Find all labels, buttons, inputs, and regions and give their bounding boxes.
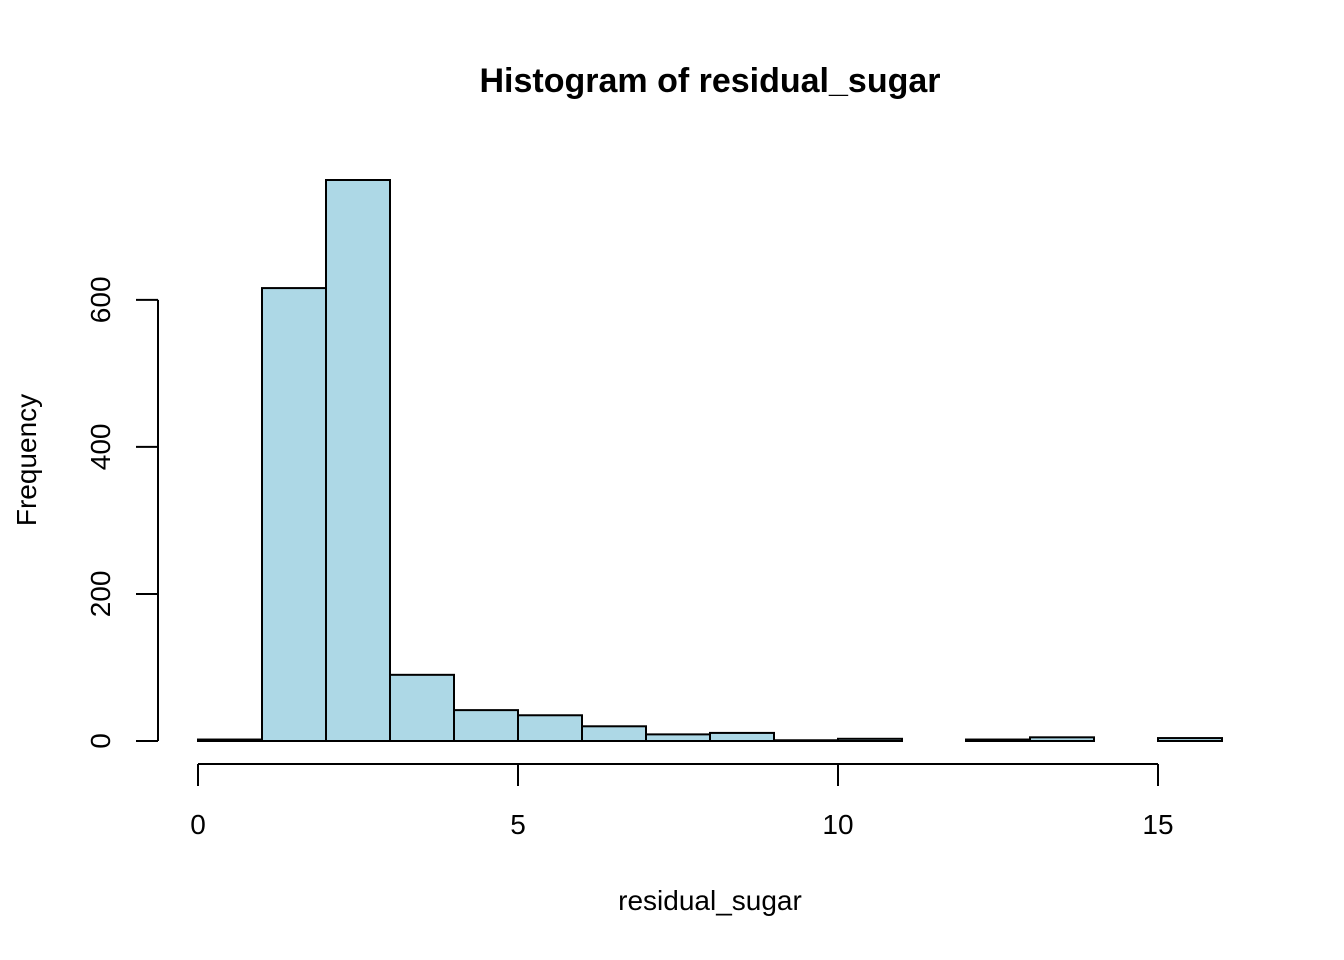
histogram-bar [709, 731, 775, 742]
histogram-bar [197, 738, 263, 742]
y-axis: 0 200 400 600 [85, 276, 159, 749]
histogram-bar [837, 737, 903, 743]
x-tick-label: 15 [1142, 809, 1173, 840]
y-axis-label: Frequency [11, 394, 42, 526]
x-tick-label: 5 [510, 809, 526, 840]
x-tick-label: 10 [822, 809, 853, 840]
x-axis: 0 5 10 15 [190, 763, 1174, 840]
histogram-bar [261, 287, 327, 742]
y-tick-label: 0 [85, 733, 116, 749]
histogram-bar [453, 709, 519, 742]
chart-title: Histogram of residual_sugar [479, 62, 940, 100]
histogram-bar [581, 725, 647, 742]
histogram-bar [773, 739, 839, 743]
y-tick-label: 400 [85, 424, 116, 471]
x-tick-label: 0 [190, 809, 206, 840]
y-tick-label: 200 [85, 571, 116, 618]
histogram-bar [517, 714, 583, 742]
y-tick-label: 600 [85, 276, 116, 323]
bars-group [197, 179, 1223, 743]
x-axis-label: residual_sugar [618, 885, 802, 916]
histogram-bar [965, 738, 1031, 742]
histogram-bar [325, 179, 391, 742]
histogram-bar [1029, 736, 1095, 743]
histogram-bar [1157, 737, 1223, 742]
histogram-bar [389, 673, 455, 743]
histogram-bar [645, 733, 711, 742]
